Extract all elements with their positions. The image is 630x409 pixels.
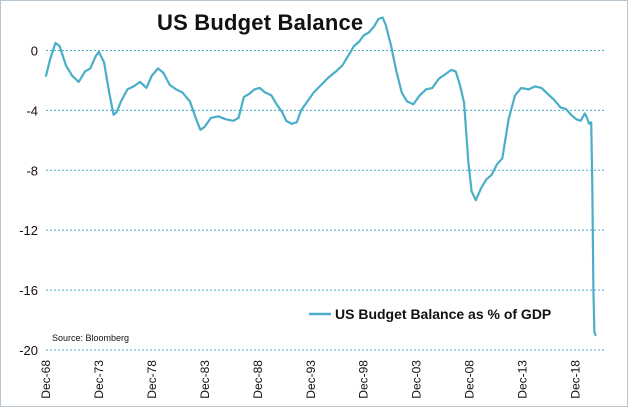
y-tick-labels: 0 -4 -8 -12 -16 -20 [19,43,38,358]
x-tick-label: Dec-68 [39,360,53,399]
legend: US Budget Balance as % of GDP [309,306,551,322]
x-tick-label: Dec-98 [357,360,371,399]
x-tick-label: Dec-93 [304,360,318,399]
x-tick-label: Dec-88 [251,360,265,399]
chart-title: US Budget Balance [157,10,364,35]
series-group [44,16,597,337]
x-tick-label: Dec-18 [569,360,583,399]
x-tick-label: Dec-73 [92,360,106,399]
y-tick-label: -12 [19,223,38,238]
x-tick-label: Dec-03 [410,360,424,399]
x-tick-label: Dec-13 [516,360,530,399]
source-note: Source: Bloomberg [52,333,129,343]
legend-label: US Budget Balance as % of GDP [335,306,551,322]
x-tick-labels: Dec-68 Dec-73 Dec-78 Dec-83 Dec-88 Dec-93 Dec-… [39,360,583,399]
y-tick-label: -16 [19,283,38,298]
y-tick-label: -4 [26,103,38,118]
series-line [44,16,597,337]
y-tick-label: 0 [31,43,38,58]
x-tick-label: Dec-78 [145,360,159,399]
x-tick-label: Dec-83 [198,360,212,399]
y-tick-label: -8 [26,163,38,178]
x-tick-label: Dec-08 [463,360,477,399]
y-tick-label: -20 [19,343,38,358]
